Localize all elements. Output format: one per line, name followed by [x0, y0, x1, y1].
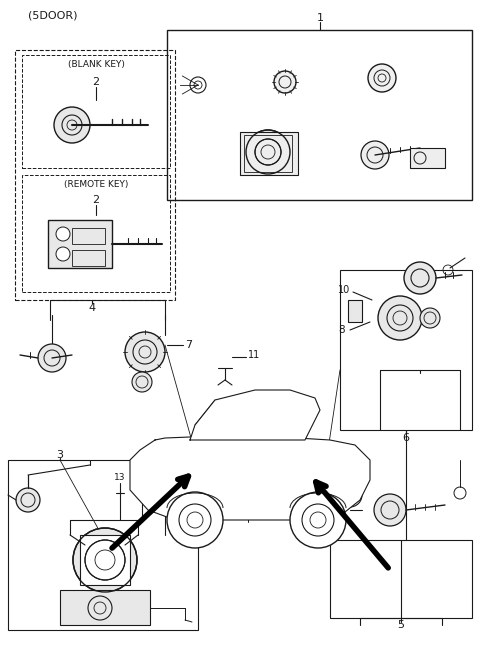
Text: 1: 1: [316, 13, 324, 23]
Bar: [244, 135, 292, 172]
Text: 2: 2: [93, 77, 99, 87]
Text: 2: 2: [93, 195, 99, 205]
Bar: [48, 220, 112, 268]
Circle shape: [54, 107, 90, 143]
Circle shape: [167, 492, 223, 548]
Bar: [15, 50, 175, 300]
Bar: [22, 175, 170, 292]
Polygon shape: [190, 390, 320, 440]
Bar: [22, 55, 170, 168]
Bar: [410, 148, 445, 168]
Bar: [340, 270, 472, 430]
Bar: [348, 300, 362, 322]
Text: 3: 3: [57, 450, 63, 460]
Circle shape: [16, 488, 40, 512]
Text: 4: 4: [88, 303, 96, 313]
Circle shape: [368, 64, 396, 92]
Bar: [167, 30, 472, 200]
Polygon shape: [130, 436, 370, 520]
Circle shape: [125, 332, 165, 372]
Text: 13: 13: [136, 474, 148, 483]
Bar: [72, 228, 105, 244]
Text: (REMOTE KEY): (REMOTE KEY): [64, 180, 128, 188]
Bar: [80, 535, 130, 585]
Bar: [60, 590, 150, 625]
Circle shape: [338, 483, 362, 507]
Circle shape: [290, 492, 346, 548]
Bar: [240, 132, 298, 175]
Circle shape: [420, 308, 440, 328]
Circle shape: [73, 528, 137, 592]
Circle shape: [404, 262, 436, 294]
Text: 11: 11: [248, 350, 260, 360]
Circle shape: [374, 494, 406, 526]
Text: 10: 10: [338, 285, 350, 295]
Text: 5: 5: [397, 620, 405, 630]
Text: 13: 13: [114, 474, 126, 483]
Text: 9: 9: [338, 505, 345, 515]
Text: (BLANK KEY): (BLANK KEY): [68, 60, 124, 70]
Circle shape: [246, 130, 290, 174]
Circle shape: [274, 71, 296, 93]
Bar: [72, 250, 105, 266]
Text: 11: 11: [338, 475, 350, 485]
Circle shape: [56, 227, 70, 241]
Bar: [330, 540, 472, 618]
Text: 12: 12: [159, 474, 171, 483]
Text: 8: 8: [338, 325, 345, 335]
Circle shape: [132, 372, 152, 392]
Text: 6: 6: [403, 433, 409, 443]
Circle shape: [38, 344, 66, 372]
Text: (5DOOR): (5DOOR): [28, 10, 77, 20]
Circle shape: [361, 141, 389, 169]
Circle shape: [56, 247, 70, 261]
Bar: [8, 460, 198, 630]
Text: 7: 7: [185, 340, 192, 350]
Circle shape: [378, 296, 422, 340]
